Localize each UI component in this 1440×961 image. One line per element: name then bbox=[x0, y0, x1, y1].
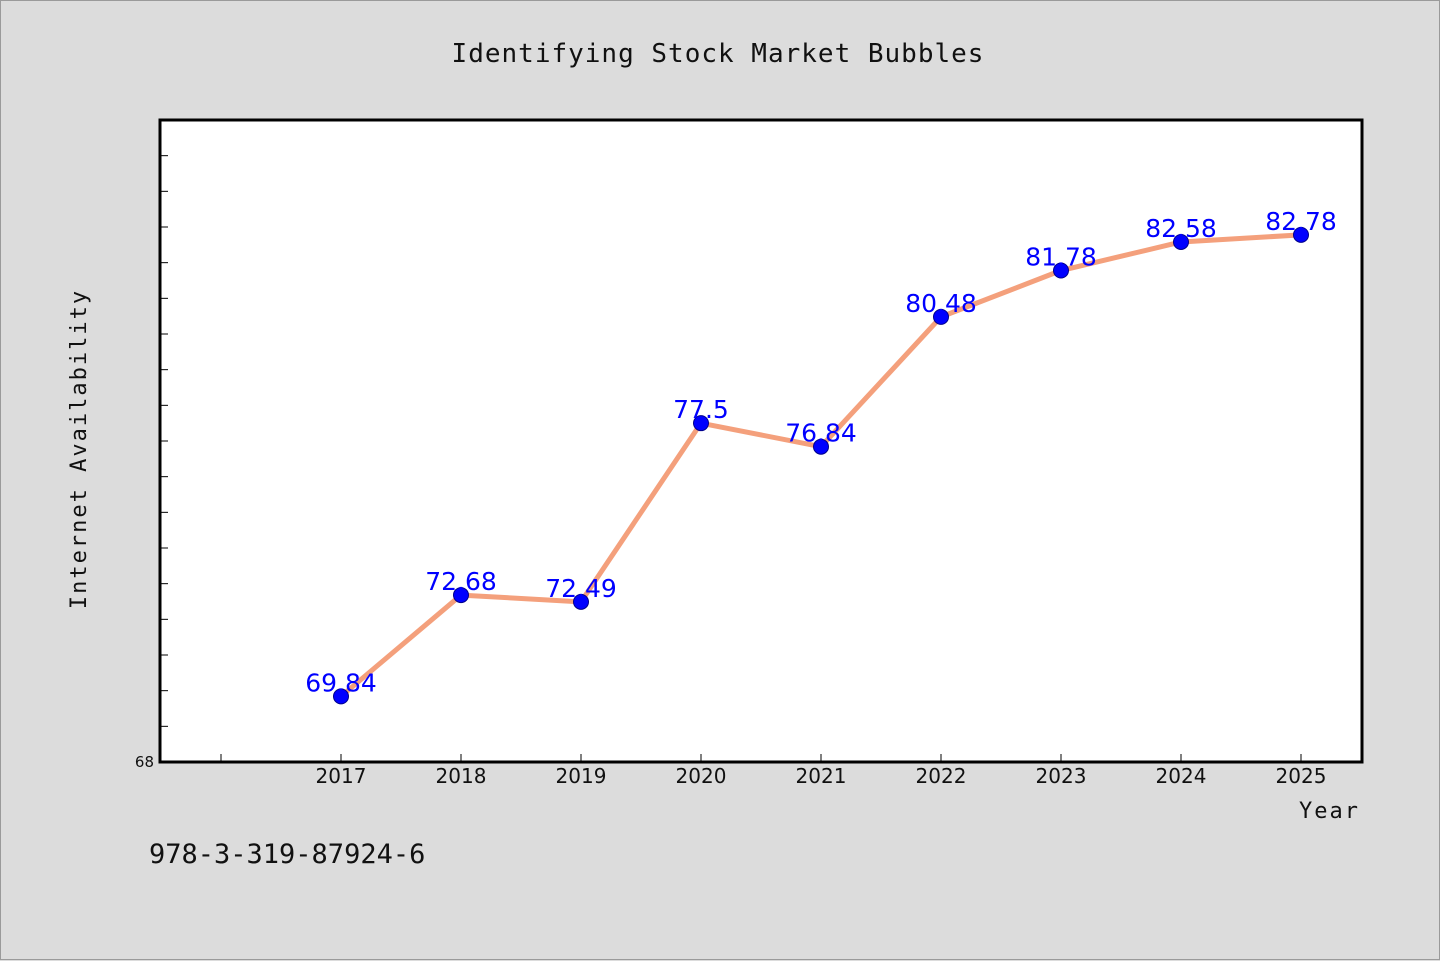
x-tick-label: 2025 bbox=[1276, 764, 1327, 788]
y-axis-min-label: 68 bbox=[135, 753, 154, 771]
x-axis-label: Year bbox=[1299, 799, 1360, 824]
data-point bbox=[333, 688, 349, 705]
chart-title: Identifying Stock Market Bubbles bbox=[452, 39, 985, 69]
data-point bbox=[1173, 233, 1189, 250]
series-group: 69.84 72.68 72.49 77.5 76.84 80.48 81.78 82.58 8… bbox=[305, 207, 1337, 705]
x-tick-label: 2020 bbox=[676, 764, 727, 788]
x-tick-label: 2018 bbox=[436, 764, 487, 788]
x-tick-label: 2024 bbox=[1156, 764, 1207, 788]
x-tick-label: 2017 bbox=[316, 764, 367, 788]
x-tick-label: 2021 bbox=[796, 764, 847, 788]
data-label: 82.58 bbox=[1145, 214, 1217, 243]
data-label: 76.84 bbox=[785, 419, 857, 448]
data-point bbox=[453, 587, 469, 604]
data-label: 77.5 bbox=[673, 395, 729, 424]
data-point bbox=[693, 415, 709, 432]
data-label: 81.78 bbox=[1025, 243, 1097, 272]
x-tick-label: 2019 bbox=[556, 764, 607, 788]
data-label: 80.48 bbox=[905, 289, 977, 318]
data-label: 69.84 bbox=[305, 668, 377, 697]
data-point bbox=[1053, 262, 1069, 279]
data-point bbox=[1293, 226, 1309, 243]
data-point bbox=[573, 593, 589, 610]
data-label: 82.78 bbox=[1265, 207, 1337, 236]
x-tick-label: 2022 bbox=[916, 764, 967, 788]
plot-area bbox=[158, 118, 1364, 764]
isbn-footer: 978-3-319-87924-6 bbox=[149, 839, 425, 870]
data-point bbox=[933, 308, 949, 325]
y-ticks bbox=[160, 155, 168, 727]
y-axis-label: Internet Availability bbox=[67, 289, 92, 609]
x-ticks: 2017 2018 2019 2020 2021 2022 2023 2024 2025 bbox=[220, 754, 1327, 788]
data-label: 72.68 bbox=[425, 567, 497, 596]
x-tick-label: 2023 bbox=[1036, 764, 1087, 788]
data-label: 72.49 bbox=[545, 574, 617, 603]
data-point bbox=[813, 438, 829, 455]
